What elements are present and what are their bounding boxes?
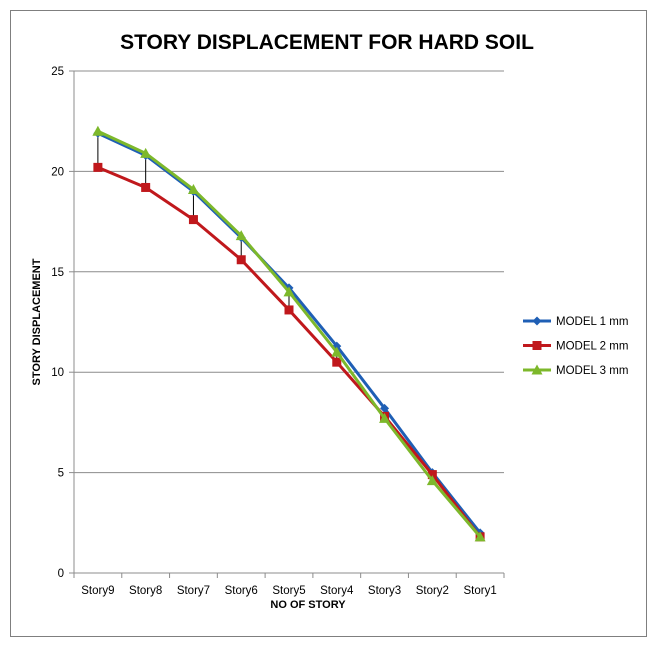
data-point-model-3-mm xyxy=(331,346,343,357)
x-tick-label: Story1 xyxy=(463,585,496,597)
x-axis-title: NO OF STORY xyxy=(270,599,346,611)
data-point-model-3-mm xyxy=(474,531,486,542)
data-point-model-2-mm xyxy=(284,305,294,315)
data-point-model-2-mm xyxy=(332,357,342,367)
y-tick-label: 25 xyxy=(51,66,64,78)
data-point-model-3-mm xyxy=(426,475,438,486)
data-point-model-2-mm xyxy=(188,215,198,225)
y-tick-label: 15 xyxy=(51,267,64,279)
data-point-model-3-mm xyxy=(140,147,152,158)
x-tick-label: Story6 xyxy=(225,585,258,597)
x-tick-label: Story3 xyxy=(368,585,401,597)
x-tick-label: Story4 xyxy=(320,585,354,597)
y-tick-label: 20 xyxy=(51,166,64,178)
legend-marker-model-3-mm xyxy=(531,364,543,375)
data-point-model-3-mm xyxy=(187,183,199,194)
x-tick-label: Story9 xyxy=(81,585,114,597)
legend-label: MODEL 1 mm xyxy=(556,316,628,328)
x-tick-label: Story5 xyxy=(272,585,305,597)
chart-frame xyxy=(10,10,647,637)
x-tick-label: Story7 xyxy=(177,585,210,597)
data-point-model-3-mm xyxy=(235,230,247,241)
axes: 0 5 10 15 20 25 Story9 Story8 Story7 Story6 Story5… xyxy=(51,66,505,597)
series-lines xyxy=(92,125,486,542)
data-point-model-3-mm xyxy=(92,125,104,136)
data-point-model-2-mm xyxy=(427,470,437,480)
gridlines xyxy=(74,70,504,474)
data-point-model-2-mm xyxy=(236,255,246,265)
y-tick-label: 0 xyxy=(58,568,64,580)
data-point-model-2-mm xyxy=(141,182,151,192)
chart-title: STORY DISPLACEMENT FOR HARD SOIL xyxy=(120,31,534,54)
x-tick-label: Story8 xyxy=(129,585,162,597)
series-line-model-2-mm xyxy=(97,166,482,538)
legend-marker-model-2-mm xyxy=(532,341,542,350)
legend-marker-model-1-mm xyxy=(532,316,542,326)
y-axis-title: STORY DISPLACEMENT xyxy=(31,258,43,385)
legend: MODEL 1 mm MODEL 2 mm MODEL 3 mm xyxy=(523,316,628,377)
y-tick-label: 10 xyxy=(51,367,64,379)
data-point-model-1-mm xyxy=(380,403,390,413)
legend-label: MODEL 3 mm xyxy=(556,365,628,377)
data-point-model-3-mm xyxy=(379,412,391,423)
legend-label: MODEL 2 mm xyxy=(556,341,628,353)
x-tick-label: Story2 xyxy=(416,585,449,597)
data-point-model-2-mm xyxy=(93,162,103,172)
data-point-model-3-mm xyxy=(283,286,295,297)
y-tick-label: 5 xyxy=(58,468,64,480)
